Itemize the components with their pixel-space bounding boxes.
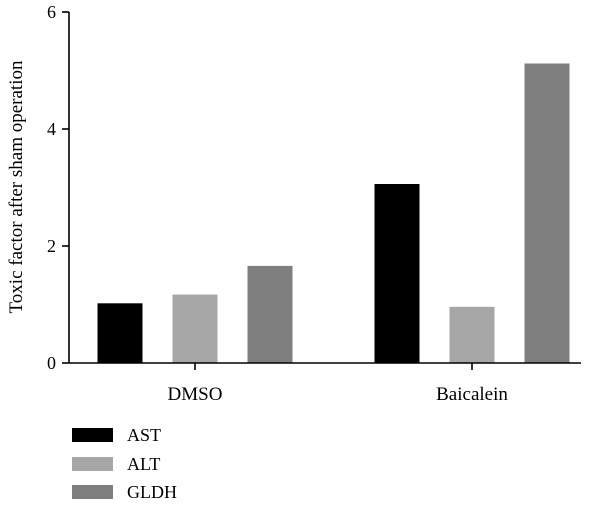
- bar-ast-baicalein: [374, 184, 420, 363]
- y-tick-label: 6: [47, 2, 56, 22]
- legend: AST ALT GLDH: [72, 425, 177, 502]
- y-axis-label: Toxic factor after sham operation: [6, 60, 27, 313]
- axes-group: [68, 12, 581, 364]
- legend-label-alt: ALT: [127, 454, 160, 474]
- y-tick-label: 2: [47, 236, 56, 256]
- legend-label-ast: AST: [127, 425, 161, 445]
- legend-label-gldh: GLDH: [127, 482, 177, 502]
- x-tick-label: DMSO: [168, 384, 223, 405]
- x-ticks-group: DMSO Baicalein: [168, 363, 508, 405]
- bars-group: [97, 63, 570, 363]
- bar-alt-baicalein: [449, 306, 495, 363]
- legend-swatch-gldh: [72, 485, 113, 499]
- legend-swatch-alt: [72, 457, 113, 471]
- bar-gldh-baicalein: [524, 63, 570, 363]
- y-ticks-group: 0 2 4 6: [47, 2, 69, 373]
- bar-ast-dmso: [97, 303, 143, 363]
- bar-alt-dmso: [172, 294, 218, 363]
- y-tick-label: 4: [47, 119, 56, 139]
- y-tick-label: 0: [47, 353, 56, 373]
- x-tick-label: Baicalein: [436, 384, 508, 405]
- bar-gldh-dmso: [247, 265, 293, 363]
- legend-swatch-ast: [72, 428, 113, 442]
